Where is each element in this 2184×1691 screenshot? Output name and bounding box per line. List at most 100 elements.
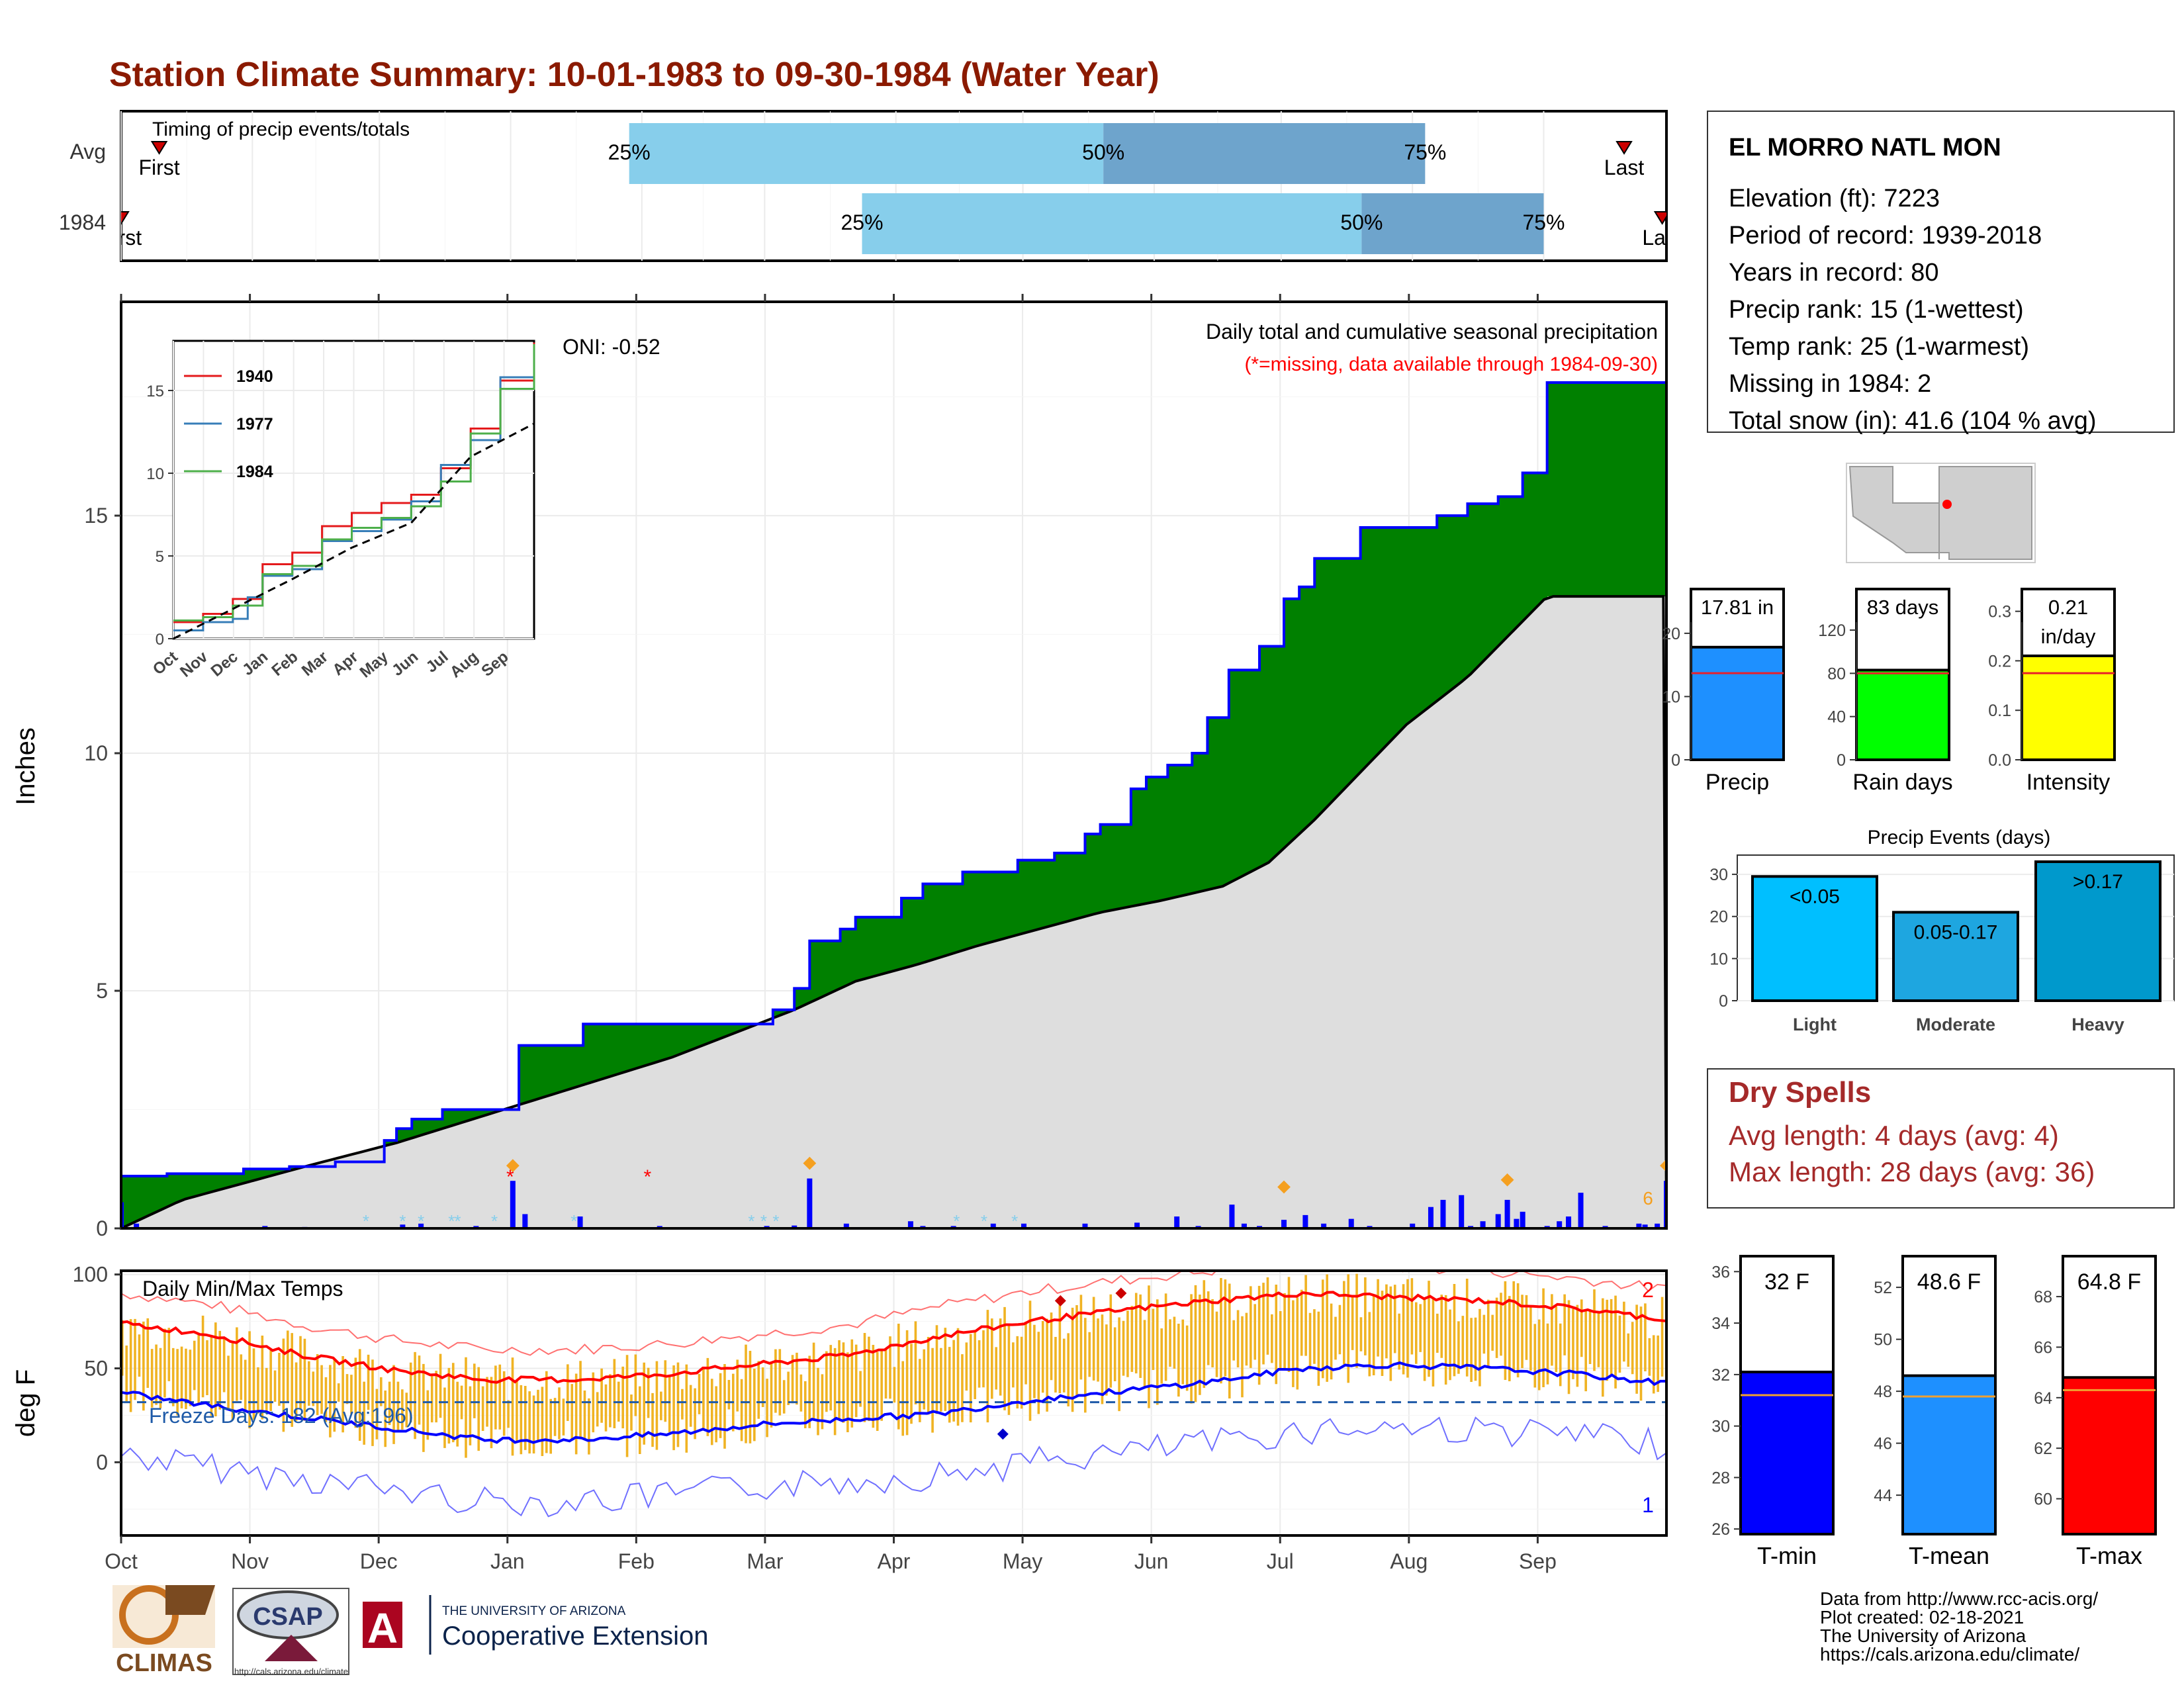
- dry-spells-max: Max length: 28 days (avg: 36): [1729, 1156, 2095, 1187]
- inset-lines: [173, 342, 535, 640]
- temp-bar-tick-label: 30: [1711, 1418, 1730, 1436]
- record-high-count: 2: [1642, 1278, 1654, 1302]
- events-category-label: Light: [1793, 1015, 1837, 1034]
- temp-bar-tick-label: 64: [2034, 1389, 2052, 1408]
- daily-precip-bar: [1642, 1224, 1648, 1228]
- record-low-marker-icon: [997, 1428, 1009, 1440]
- csap-url: http://cals.arizona.edu/climate: [234, 1667, 348, 1676]
- daily-precip-bar: [1281, 1220, 1287, 1228]
- record-max-line: [121, 1271, 1666, 1356]
- summary-bar-value: 17.81 in: [1701, 596, 1774, 619]
- temp-bar-tick-label: 66: [2034, 1338, 2052, 1357]
- events-bar: [1892, 911, 2019, 1003]
- quartile-label: 50%: [1340, 210, 1383, 234]
- temp-bar-label: T-mean: [1909, 1542, 1989, 1569]
- climas-mesa-icon: [165, 1585, 215, 1615]
- temp-y-tick-label: 0: [96, 1450, 108, 1474]
- snow-asterisk-icon: *: [760, 1211, 767, 1231]
- summary-bar-tick-label: 0.1: [1988, 702, 2011, 720]
- month-label: Apr: [878, 1549, 911, 1573]
- csap-logo: CSAP http://cals.arizona.edu/climate: [232, 1588, 349, 1676]
- daily-precip-bar: [510, 1181, 516, 1228]
- event-diamond-icon: [803, 1156, 817, 1170]
- summary-bar-tick-label: 40: [1827, 708, 1846, 727]
- snow-asterisk-icon: *: [953, 1211, 960, 1231]
- daily-precip-bar: [1520, 1211, 1525, 1228]
- inset-grid: [173, 341, 534, 639]
- ua-cooperative-extension-logo: A THE UNIVERSITY OF ARIZONA Cooperative …: [363, 1595, 708, 1655]
- quartile-bar-upper: [1103, 123, 1426, 184]
- events-category-label: Moderate: [1916, 1015, 1995, 1034]
- daily-precip-bar: [1229, 1205, 1235, 1228]
- record-high-marker-icon: [1115, 1287, 1127, 1299]
- events-y-tick-label: 30: [1709, 866, 1728, 884]
- ua-main-line: Cooperative Extension: [442, 1622, 708, 1651]
- events-bar-value: 0.05-0.17: [1914, 921, 1998, 943]
- summary-bar-tick-label: 120: [1818, 621, 1846, 640]
- snow-asterisk-icon: *: [455, 1211, 461, 1231]
- temp-y-tick-label: 50: [84, 1357, 108, 1381]
- temp-bar-tick-label: 32: [1711, 1366, 1730, 1385]
- temp-bar-tick-label: 48: [1874, 1383, 1892, 1401]
- event-diamond-icon: [1277, 1180, 1291, 1194]
- temp-bar-tick-label: 68: [2034, 1288, 2052, 1306]
- quartile-bar-lower: [862, 193, 1362, 254]
- quartile-label: 25%: [608, 140, 651, 164]
- daily-precip-bar: [907, 1221, 913, 1228]
- precip-y-tick-label: 10: [84, 741, 108, 765]
- daily-precip-bar: [1557, 1221, 1563, 1228]
- last-event-marker-icon: [1653, 211, 1666, 225]
- daily-precip-bar: [1428, 1207, 1433, 1228]
- credit-url: https://cals.arizona.edu/climate/: [1820, 1644, 2079, 1665]
- temp-bar-value: 48.6 F: [1917, 1269, 1981, 1295]
- summary-bar-fill: [1855, 668, 1950, 762]
- inset-legend-label: 1977: [236, 415, 273, 434]
- station-elevation: Elevation (ft): 7223: [1729, 185, 1940, 212]
- temp-bar-value: 32 F: [1764, 1269, 1809, 1295]
- inset-legend-label: 1984: [236, 463, 273, 481]
- temp-plot: [121, 1271, 1666, 1518]
- timing-row-label-avg: Avg: [69, 140, 106, 163]
- month-label: Jul: [1267, 1549, 1294, 1573]
- precip-events-chart: Precip Events (days) 0 10 20 30 <0.05 Light 0.…: [1709, 827, 2175, 1034]
- summary-bar-value: 0.21: [2048, 596, 2088, 619]
- daily-precip-bar: [134, 1223, 140, 1228]
- summary-bar-tick-label: 0: [1671, 751, 1680, 770]
- month-axis: Oct Nov Dec Jan Feb Mar Apr May Jun Jul Aug Sep: [105, 1535, 1557, 1573]
- quartile-bar-lower: [629, 123, 1104, 184]
- precip-y-label: Inches: [11, 727, 40, 805]
- cumulative-1984-line: [121, 381, 1666, 1178]
- snow-asterisk-icon: *: [418, 1211, 424, 1231]
- inset-series-line: [173, 342, 535, 623]
- station-location-dot: [1942, 500, 1952, 509]
- csap-mountain-icon: [265, 1635, 318, 1661]
- daily-precip-bar: [1514, 1218, 1520, 1228]
- daily-precip-bar: [1440, 1199, 1446, 1228]
- avg-max-temp-line: [121, 1291, 1666, 1384]
- record-low-count: 1: [1642, 1493, 1654, 1517]
- summary-bar-label: Intensity: [2026, 770, 2111, 795]
- event-diamond-icon: [506, 1159, 520, 1173]
- snow-asterisk-icon: *: [491, 1211, 498, 1231]
- summary-bar-label: Rain days: [1852, 770, 1952, 795]
- daily-precip-bar: [1578, 1193, 1584, 1228]
- month-label: Dec: [360, 1549, 398, 1573]
- daily-precip-bar: [400, 1224, 406, 1228]
- summary-bar-fill: [1690, 645, 1785, 761]
- timing-row-label-year: 1984: [59, 210, 106, 234]
- inset-y-tick-label: 15: [146, 383, 164, 400]
- quartile-label: 75%: [1522, 210, 1565, 234]
- temp-y-label: deg F: [11, 1369, 40, 1437]
- quartile-bar-upper: [1361, 193, 1544, 254]
- temp-bar-tick-label: 26: [1711, 1520, 1730, 1539]
- record-min-line: [121, 1416, 1666, 1518]
- quartile-label: 50%: [1082, 140, 1124, 164]
- temp-bar-value: 64.8 F: [2077, 1269, 2141, 1295]
- avg-cumulative-area: [121, 595, 1666, 1228]
- logos: CLIMAS CSAP http://cals.arizona.edu/clim…: [113, 1585, 708, 1677]
- temp-y-tick-label: 100: [73, 1263, 108, 1287]
- events-bar: [2034, 860, 2161, 1002]
